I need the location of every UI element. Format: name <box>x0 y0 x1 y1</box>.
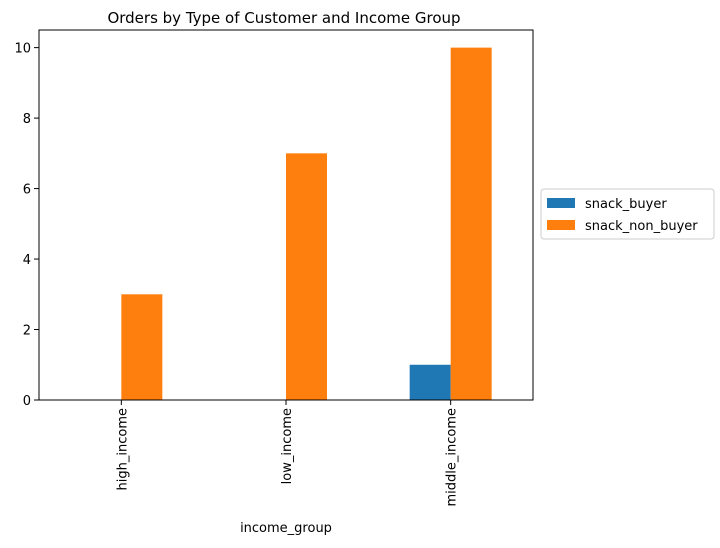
legend: snack_buyer snack_non_buyer <box>540 188 715 240</box>
chart-title: Orders by Type of Customer and Income Gr… <box>107 9 460 27</box>
y-axis: 0 2 4 6 8 10 <box>14 42 39 409</box>
y-tick-label: 4 <box>23 253 31 268</box>
legend-swatch-snack_buyer <box>547 198 575 208</box>
x-axis: high_income low_income middle_income <box>115 400 460 507</box>
y-tick-label: 8 <box>23 112 31 127</box>
plot-area <box>38 29 534 401</box>
x-tick-label: high_income <box>115 408 130 490</box>
legend-swatch-snack_non_buyer <box>547 220 575 230</box>
y-tick-label: 2 <box>23 324 31 339</box>
bar-snack_non_buyer-low_income <box>286 153 327 400</box>
y-tick-label: 6 <box>23 183 31 198</box>
legend-box <box>540 188 715 240</box>
x-axis-label: income_group <box>240 521 332 536</box>
x-tick-label: middle_income <box>445 408 460 507</box>
legend-label-snack_buyer: snack_buyer <box>585 197 667 212</box>
bar-snack_non_buyer-high_income <box>121 294 163 400</box>
bar-snack_non_buyer-middle_income <box>450 47 492 400</box>
legend-label-snack_non_buyer: snack_non_buyer <box>585 219 698 234</box>
bar-snack_buyer-middle_income <box>409 364 451 400</box>
y-tick-label: 10 <box>14 42 31 57</box>
x-tick-label: low_income <box>280 408 295 484</box>
y-tick-label: 0 <box>23 394 31 409</box>
